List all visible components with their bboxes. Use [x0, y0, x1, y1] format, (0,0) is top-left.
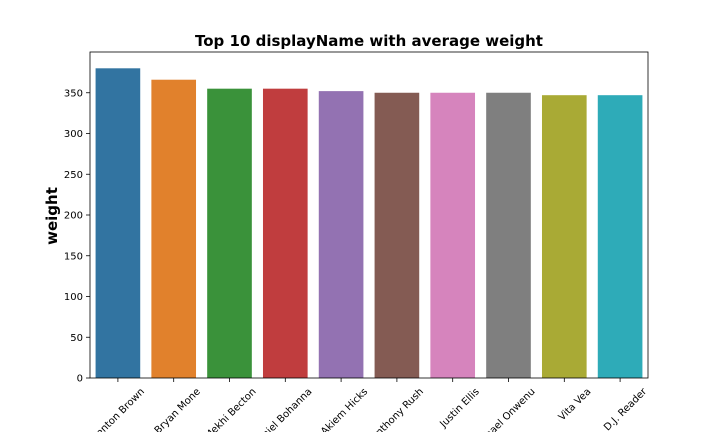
bar-justin-ellis [430, 92, 476, 378]
bar-akiem-hicks [318, 91, 364, 379]
y-tick-label: 300 [64, 129, 83, 140]
x-tick-label: Michael Onwenu [471, 386, 537, 432]
x-tick-label: Mekhi Becton [203, 386, 259, 432]
bar-d-j-reader [597, 95, 643, 378]
y-tick-label: 250 [64, 170, 83, 181]
y-tick-label: 100 [64, 292, 83, 303]
x-tick-label: D.J. Reader [602, 386, 650, 432]
x-tick-label: Vita Vea [557, 386, 594, 423]
bar-bryan-mone [151, 79, 197, 379]
bar-michael-onwenu [486, 92, 531, 378]
bar-daniel-bohanna [262, 88, 308, 379]
x-tick-label: Daniel Bohanna [251, 386, 315, 432]
x-axis-ticks: Trenton Brown Bryan Mone Mekhi BectonDanie… [88, 378, 650, 432]
x-tick-label: Akiem Hicks [319, 386, 370, 432]
y-tick-label: 200 [64, 211, 83, 222]
bar-trenton-brown [95, 68, 141, 379]
bars [95, 68, 643, 379]
bar-mekhi-becton [207, 88, 252, 379]
x-tick-label: Justin Ellis [438, 386, 482, 430]
x-tick-label: Trenton Brown [88, 386, 147, 432]
x-tick-label: Bryan Mone [153, 386, 203, 432]
plot-frame [89, 51, 649, 379]
y-tick-label: 350 [64, 88, 83, 99]
y-tick-label: 0 [77, 374, 83, 385]
bar-vita-vea [541, 95, 587, 378]
bar-anthony-rush [374, 92, 420, 378]
x-tick-label: Anthony Rush [369, 386, 426, 432]
y-tick-label: 150 [64, 251, 83, 262]
y-axis-ticks: 0 50 100 150 200 250 300 350 [64, 88, 90, 385]
chart-title: Top 10 displayName with average weight [195, 32, 543, 50]
y-axis-label: weight [43, 187, 61, 245]
y-tick-label: 50 [70, 333, 83, 344]
